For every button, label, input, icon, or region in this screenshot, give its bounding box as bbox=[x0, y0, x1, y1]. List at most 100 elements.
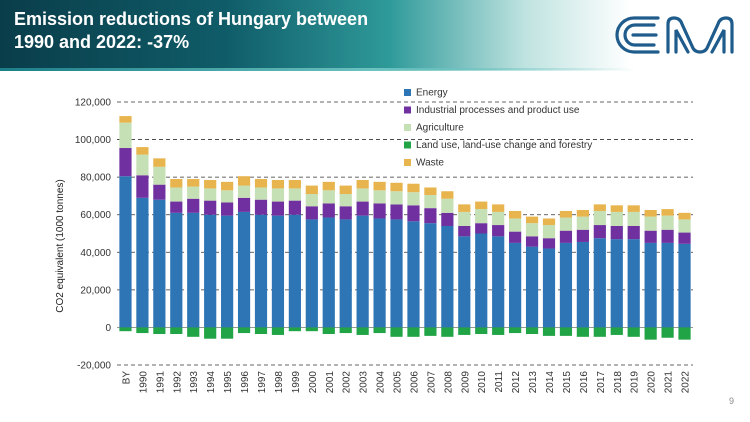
bar-lulucf bbox=[322, 327, 335, 335]
bar-agriculture bbox=[678, 219, 691, 233]
bar-industrial bbox=[221, 202, 234, 216]
legend-swatch-agriculture bbox=[404, 124, 411, 131]
bar-energy bbox=[644, 242, 657, 328]
bar-agriculture bbox=[339, 194, 352, 207]
x-tick-label: 1992 bbox=[172, 371, 183, 394]
bar-waste bbox=[559, 210, 573, 218]
bar-agriculture bbox=[593, 210, 606, 226]
bar-waste bbox=[170, 179, 183, 188]
legend-label-agriculture: Agriculture bbox=[416, 123, 464, 134]
bar-waste bbox=[119, 116, 132, 123]
bar-industrial bbox=[627, 225, 640, 240]
bar-lulucf bbox=[627, 327, 640, 337]
bar-lulucf bbox=[204, 327, 217, 339]
bar-waste bbox=[390, 182, 403, 192]
x-tick-label: 2012 bbox=[511, 371, 522, 394]
x-tick-label: 2022 bbox=[681, 371, 692, 394]
bar-lulucf bbox=[542, 327, 556, 336]
bar-lulucf bbox=[458, 327, 471, 335]
x-tick-label: 2002 bbox=[342, 371, 353, 394]
bar-lulucf bbox=[661, 327, 674, 338]
bar-waste bbox=[458, 204, 471, 212]
bar-waste bbox=[492, 204, 505, 212]
bar-agriculture bbox=[204, 188, 217, 201]
bar-lulucf bbox=[288, 327, 301, 332]
bar-agriculture bbox=[542, 225, 556, 239]
bar-waste bbox=[221, 181, 234, 191]
bar-lulucf bbox=[441, 327, 454, 337]
x-tick-label: 2013 bbox=[528, 371, 539, 394]
y-tick-label: 0 bbox=[105, 323, 111, 334]
bar-industrial bbox=[271, 201, 285, 216]
bar-lulucf bbox=[170, 327, 183, 335]
bar-agriculture bbox=[119, 122, 132, 149]
bar-lulucf bbox=[593, 327, 606, 337]
bar-waste bbox=[424, 187, 437, 195]
bar-lulucf bbox=[271, 327, 285, 335]
bar-waste bbox=[153, 158, 166, 167]
bar-waste bbox=[136, 147, 149, 155]
bar-agriculture bbox=[610, 211, 623, 226]
x-tick-label: 2016 bbox=[579, 371, 590, 394]
y-tick-label: 40,000 bbox=[80, 248, 111, 259]
bar-industrial bbox=[254, 199, 268, 215]
bar-industrial bbox=[136, 175, 149, 198]
x-tick-label: 2000 bbox=[308, 371, 319, 394]
bar-agriculture bbox=[458, 211, 471, 226]
bar-industrial bbox=[204, 200, 217, 215]
bar-lulucf bbox=[254, 327, 268, 335]
bar-lulucf bbox=[187, 327, 200, 337]
bar-energy bbox=[593, 238, 606, 328]
emissions-chart: -20,000 0 20,000 40,000 60,000 80,000 100,000 1… bbox=[55, 88, 693, 394]
bar-waste bbox=[373, 181, 386, 191]
bar-energy bbox=[305, 219, 318, 328]
bar-energy bbox=[254, 214, 268, 328]
bar-energy bbox=[390, 219, 403, 328]
bar-industrial bbox=[661, 229, 674, 243]
x-tick-label: 2008 bbox=[443, 371, 454, 394]
legend-swatch-industrial bbox=[404, 106, 411, 114]
bar-waste bbox=[271, 179, 285, 189]
bar-lulucf bbox=[119, 327, 132, 332]
x-tick-label: 2006 bbox=[409, 371, 420, 394]
x-tick-label: 2009 bbox=[460, 371, 471, 394]
bar-energy bbox=[187, 212, 200, 328]
bar-energy bbox=[322, 217, 335, 328]
bar-waste bbox=[204, 179, 217, 189]
bar-energy bbox=[475, 233, 488, 328]
y-tick-label: 120,000 bbox=[75, 98, 112, 109]
bar-energy bbox=[678, 243, 691, 328]
bar-energy bbox=[170, 212, 183, 328]
bar-agriculture bbox=[509, 218, 522, 232]
bar-waste bbox=[237, 176, 251, 186]
legend-swatch-energy bbox=[404, 89, 411, 96]
bar-waste bbox=[509, 210, 522, 219]
x-tick-label: 2021 bbox=[664, 371, 675, 394]
legend-label-energy: Energy bbox=[416, 88, 448, 99]
bar-agriculture bbox=[407, 192, 420, 206]
bar-industrial bbox=[322, 203, 335, 218]
bar-industrial bbox=[593, 225, 606, 239]
bar-industrial bbox=[509, 231, 522, 243]
bar-agriculture bbox=[644, 216, 657, 231]
bar-lulucf bbox=[373, 327, 386, 334]
bar-waste bbox=[441, 191, 454, 199]
legend-swatch-waste bbox=[404, 159, 411, 166]
bar-lulucf bbox=[153, 327, 166, 335]
y-tick-label: 100,000 bbox=[75, 135, 112, 146]
bar-agriculture bbox=[153, 166, 166, 185]
x-tick-label: 1998 bbox=[274, 371, 285, 394]
bar-agriculture bbox=[424, 194, 437, 209]
bar-agriculture bbox=[475, 209, 488, 224]
y-tick-label: -20,000 bbox=[77, 361, 111, 372]
x-tick-label: 1997 bbox=[257, 371, 268, 394]
header-stripe bbox=[0, 68, 750, 71]
bar-agriculture bbox=[221, 190, 234, 203]
bar-industrial bbox=[559, 230, 573, 243]
bar-industrial bbox=[441, 212, 454, 226]
bar-waste bbox=[644, 210, 657, 217]
bar-lulucf bbox=[305, 327, 318, 332]
bar-energy bbox=[204, 214, 217, 328]
bar-waste bbox=[542, 218, 556, 226]
bar-energy bbox=[509, 242, 522, 328]
